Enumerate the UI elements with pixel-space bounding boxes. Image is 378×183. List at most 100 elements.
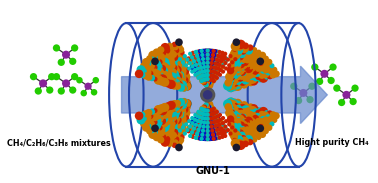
Circle shape bbox=[173, 108, 182, 117]
Circle shape bbox=[206, 108, 210, 112]
Circle shape bbox=[206, 79, 214, 86]
Circle shape bbox=[187, 119, 191, 123]
Circle shape bbox=[186, 124, 194, 132]
Circle shape bbox=[177, 46, 184, 53]
Circle shape bbox=[200, 49, 204, 53]
Circle shape bbox=[225, 72, 234, 81]
Circle shape bbox=[212, 124, 216, 128]
Circle shape bbox=[203, 68, 210, 75]
Circle shape bbox=[240, 135, 246, 141]
Circle shape bbox=[218, 55, 223, 59]
Circle shape bbox=[205, 73, 209, 77]
Circle shape bbox=[183, 54, 187, 58]
Circle shape bbox=[198, 128, 203, 132]
Circle shape bbox=[214, 132, 218, 137]
Circle shape bbox=[207, 70, 214, 78]
Circle shape bbox=[229, 74, 238, 82]
Circle shape bbox=[218, 57, 225, 63]
Circle shape bbox=[217, 58, 221, 63]
Circle shape bbox=[252, 124, 259, 131]
Circle shape bbox=[179, 81, 187, 89]
Circle shape bbox=[242, 77, 251, 86]
Circle shape bbox=[205, 103, 210, 107]
Circle shape bbox=[254, 121, 262, 129]
Circle shape bbox=[168, 55, 175, 62]
Circle shape bbox=[260, 69, 270, 78]
Circle shape bbox=[209, 61, 213, 65]
Circle shape bbox=[230, 125, 234, 130]
Circle shape bbox=[234, 105, 242, 113]
Circle shape bbox=[202, 56, 210, 64]
Circle shape bbox=[203, 104, 211, 112]
Circle shape bbox=[194, 50, 198, 54]
Circle shape bbox=[246, 62, 251, 67]
Circle shape bbox=[206, 77, 211, 81]
Circle shape bbox=[181, 103, 188, 110]
Circle shape bbox=[194, 63, 198, 67]
Circle shape bbox=[206, 79, 213, 86]
Circle shape bbox=[178, 57, 182, 61]
Circle shape bbox=[241, 75, 250, 85]
Circle shape bbox=[149, 75, 155, 81]
Circle shape bbox=[228, 112, 235, 119]
Circle shape bbox=[223, 134, 227, 138]
Circle shape bbox=[208, 73, 212, 77]
Circle shape bbox=[167, 120, 176, 128]
Circle shape bbox=[215, 54, 220, 58]
Circle shape bbox=[202, 119, 206, 123]
Circle shape bbox=[232, 126, 240, 135]
Circle shape bbox=[135, 112, 143, 120]
Circle shape bbox=[173, 64, 178, 70]
Circle shape bbox=[143, 68, 152, 77]
Circle shape bbox=[208, 61, 212, 65]
Circle shape bbox=[206, 113, 210, 117]
Circle shape bbox=[197, 136, 201, 140]
Circle shape bbox=[321, 70, 328, 78]
Circle shape bbox=[201, 110, 206, 115]
Circle shape bbox=[259, 107, 268, 116]
Circle shape bbox=[247, 139, 253, 145]
Circle shape bbox=[208, 129, 212, 133]
Circle shape bbox=[229, 78, 234, 83]
Circle shape bbox=[194, 127, 202, 135]
Circle shape bbox=[241, 108, 248, 115]
Circle shape bbox=[204, 109, 208, 113]
Circle shape bbox=[240, 48, 246, 55]
Circle shape bbox=[242, 63, 250, 71]
Circle shape bbox=[223, 125, 228, 129]
Circle shape bbox=[232, 115, 237, 121]
Circle shape bbox=[209, 116, 213, 121]
Circle shape bbox=[191, 117, 199, 125]
Circle shape bbox=[257, 115, 263, 120]
Circle shape bbox=[182, 99, 192, 108]
Circle shape bbox=[231, 98, 238, 106]
Circle shape bbox=[201, 49, 205, 53]
Circle shape bbox=[71, 73, 78, 80]
Circle shape bbox=[224, 119, 228, 123]
Circle shape bbox=[157, 75, 162, 80]
Circle shape bbox=[204, 105, 208, 110]
Circle shape bbox=[206, 65, 210, 69]
Circle shape bbox=[242, 71, 246, 76]
Circle shape bbox=[181, 99, 187, 105]
Circle shape bbox=[246, 103, 255, 111]
Circle shape bbox=[62, 51, 70, 59]
Circle shape bbox=[198, 59, 207, 67]
Circle shape bbox=[188, 134, 192, 138]
Circle shape bbox=[181, 106, 189, 114]
Circle shape bbox=[203, 112, 208, 117]
Circle shape bbox=[154, 105, 163, 114]
Circle shape bbox=[230, 99, 238, 107]
Circle shape bbox=[175, 58, 184, 67]
Circle shape bbox=[152, 60, 161, 69]
Circle shape bbox=[205, 109, 209, 113]
Circle shape bbox=[232, 99, 242, 109]
Circle shape bbox=[158, 117, 166, 125]
Circle shape bbox=[232, 138, 237, 143]
Circle shape bbox=[205, 113, 209, 117]
Circle shape bbox=[211, 74, 215, 78]
Circle shape bbox=[237, 102, 243, 109]
Circle shape bbox=[208, 53, 212, 57]
Circle shape bbox=[228, 114, 237, 123]
Circle shape bbox=[190, 70, 194, 74]
